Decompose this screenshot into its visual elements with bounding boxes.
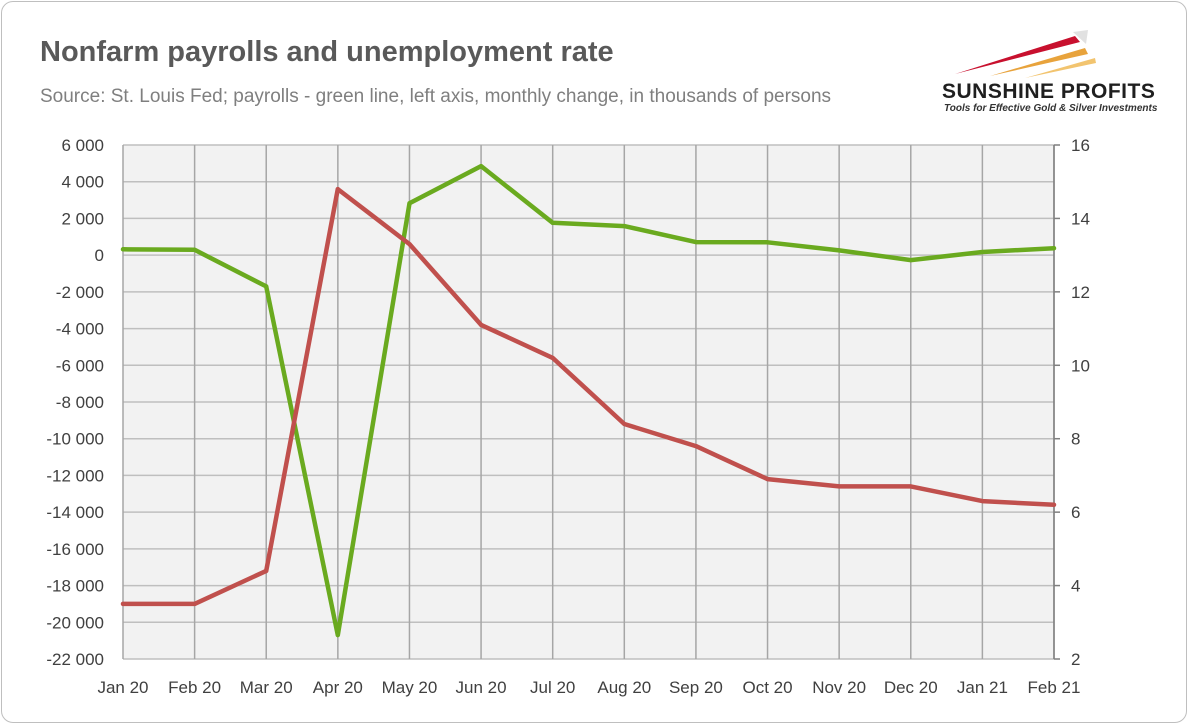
right-axis: 16 14 12 10 8 6 4 2 (1053, 136, 1090, 669)
unemployment-point (693, 444, 698, 449)
x-tick-label: Feb 20 (168, 678, 221, 697)
unemployment-point (1052, 502, 1056, 507)
left-tick-label: -20 000 (46, 613, 104, 632)
left-tick-label: 0 (95, 246, 104, 265)
payrolls-point (264, 284, 269, 289)
right-tick-label: 4 (1071, 577, 1080, 596)
payrolls-point (550, 220, 555, 225)
payrolls-point (192, 247, 197, 252)
unemployment-point (479, 322, 484, 327)
left-axis: 6 000 4 000 2 000 0 -2 000 -4 000 -6 000 -8 000… (46, 136, 104, 669)
x-tick-label: Jan 20 (97, 678, 148, 697)
unemployment-point (622, 422, 627, 427)
x-tick-label: Dec 20 (884, 678, 938, 697)
unemployment-point (908, 484, 913, 489)
payrolls-line (120, 163, 1057, 638)
logo-tagline: Tools for Effective Gold & Silver Invest… (944, 103, 1158, 114)
right-tick-label: 14 (1071, 209, 1090, 228)
unemployment-point (837, 484, 842, 489)
logo-name: SUNSHINE PROFITS (942, 80, 1156, 103)
unemployment-point (765, 477, 770, 482)
x-tick-label: Sep 20 (669, 678, 723, 697)
x-tick-label: Jul 20 (530, 678, 575, 697)
x-tick-label: May 20 (382, 678, 438, 697)
right-tick-label: 10 (1071, 356, 1090, 375)
x-axis: Jan 20 Feb 20 Mar 20 Apr 20 May 20 Jun 20 Jul … (97, 678, 1080, 697)
series-lines (120, 163, 1057, 638)
left-tick-label: -14 000 (46, 503, 104, 522)
payrolls-point (335, 633, 340, 638)
right-tick-label: 2 (1071, 650, 1080, 669)
left-tick-label: -2 000 (56, 283, 104, 302)
left-tick-label: -10 000 (46, 430, 104, 449)
unemployment-rate-line (120, 186, 1057, 607)
x-tick-label: Apr 20 (313, 678, 363, 697)
x-tick-label: Nov 20 (812, 678, 866, 697)
x-tick-label: Jun 20 (456, 678, 507, 697)
payrolls-point (121, 247, 125, 252)
payrolls-point (908, 258, 913, 263)
payrolls-point (980, 250, 985, 255)
payrolls-point (407, 201, 412, 206)
left-tick-label: -22 000 (46, 650, 104, 669)
payrolls-point (622, 224, 627, 229)
unemployment-point (192, 601, 197, 606)
unemployment-point (407, 242, 412, 247)
left-tick-label: -8 000 (56, 393, 104, 412)
right-tick-label: 16 (1071, 136, 1090, 155)
x-tick-label: Oct 20 (742, 678, 792, 697)
payrolls-point (693, 240, 698, 245)
left-tick-label: -4 000 (56, 320, 104, 339)
unemployment-point (264, 568, 269, 573)
x-tick-label: Jan 21 (957, 678, 1008, 697)
left-tick-label: 2 000 (61, 209, 104, 228)
left-tick-label: -18 000 (46, 577, 104, 596)
right-tick-label: 6 (1071, 503, 1080, 522)
unemployment-point (550, 355, 555, 360)
left-tick-label: -6 000 (56, 356, 104, 375)
payrolls-point (1052, 246, 1056, 251)
left-tick-label: -16 000 (46, 540, 104, 559)
unemployment-point (121, 601, 125, 606)
payrolls-point (837, 248, 842, 253)
x-tick-label: Mar 20 (240, 678, 293, 697)
left-tick-label: 4 000 (61, 173, 104, 192)
unemployment-point (980, 499, 985, 504)
x-tick-label: Feb 21 (1028, 678, 1081, 697)
right-tick-label: 8 (1071, 430, 1080, 449)
x-tick-label: Aug 20 (597, 678, 651, 697)
unemployment-point (335, 187, 340, 192)
payrolls-point (479, 164, 484, 169)
left-tick-label: -12 000 (46, 466, 104, 485)
sunshine-logo-icon (955, 30, 1096, 78)
left-tick-label: 6 000 (61, 136, 104, 155)
chart-title: Nonfarm payrolls and unemployment rate (40, 36, 614, 68)
payrolls-point (765, 240, 770, 245)
right-tick-label: 12 (1071, 283, 1090, 302)
chart-subtitle: Source: St. Louis Fed; payrolls - green … (40, 86, 832, 107)
